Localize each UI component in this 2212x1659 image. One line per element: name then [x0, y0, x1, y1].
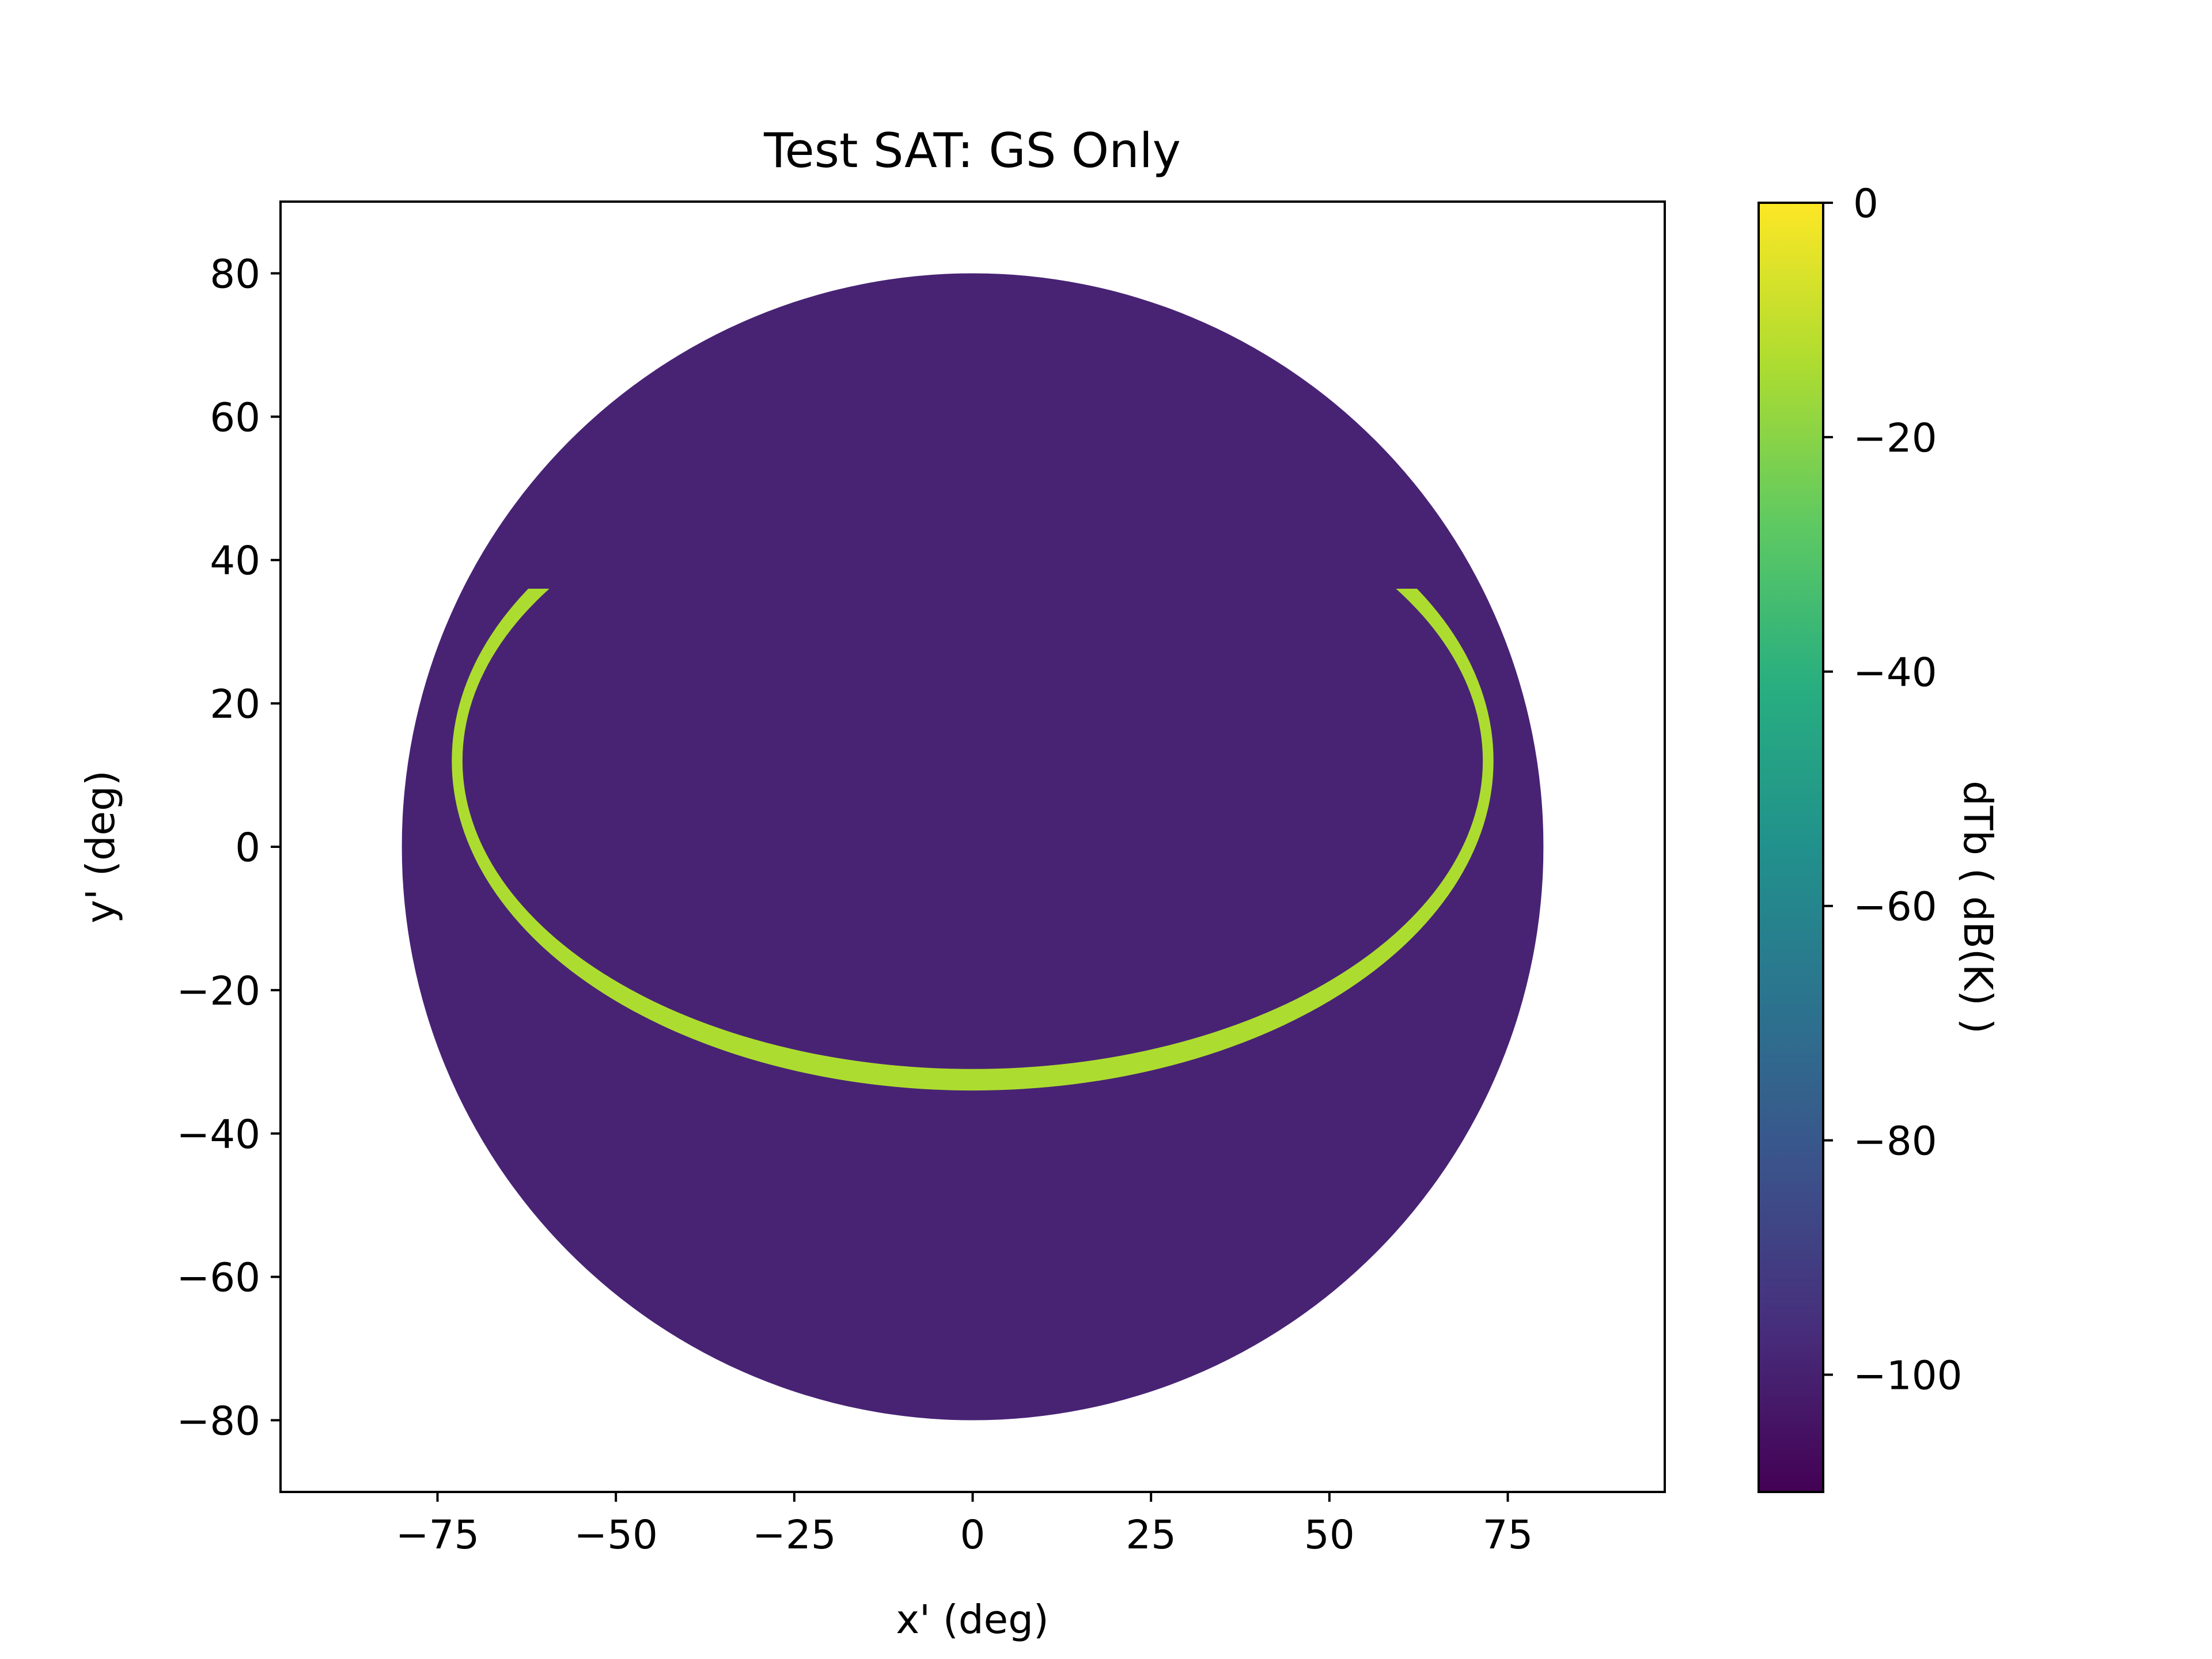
colorbar-frame: [1758, 202, 1824, 1493]
chart-title: Test SAT: GS Only: [763, 123, 1181, 179]
colorbar: 0 −20 −40 −60 −80 −100 dTb ( dB(K) ): [1758, 181, 2001, 1493]
y-tick-label: −60: [176, 1255, 260, 1301]
colorbar-tick-label: −40: [1853, 650, 1937, 696]
y-tick-label: 80: [210, 251, 260, 297]
disk-region: [402, 273, 1544, 1421]
colorbar-tick-label: −20: [1853, 415, 1937, 461]
y-axis: −80 −60 −40 −20 0 20 40 60 80: [176, 251, 281, 1445]
x-tick-label: 0: [960, 1512, 986, 1558]
y-tick-label: 0: [235, 825, 260, 871]
plot-area: [402, 273, 1544, 1421]
colorbar-tick-label: −80: [1853, 1119, 1937, 1165]
y-tick-label: −40: [176, 1112, 260, 1158]
x-tick-label: 50: [1304, 1512, 1355, 1558]
x-tick-label: 25: [1126, 1512, 1176, 1558]
colorbar-gradient: [1759, 203, 1823, 1492]
y-tick-label: −20: [176, 968, 260, 1014]
y-tick-label: 20: [210, 681, 260, 728]
y-tick-label: 60: [210, 395, 260, 441]
colorbar-ticks: 0 −20 −40 −60 −80 −100: [1823, 181, 1963, 1399]
y-tick-label: 40: [210, 538, 260, 584]
x-axis-label: x' (deg): [896, 1597, 1049, 1643]
colorbar-tick-label: −100: [1853, 1353, 1963, 1399]
colorbar-tick-label: −60: [1853, 884, 1937, 930]
x-tick-label: −25: [752, 1512, 836, 1558]
y-axis-label: y' (deg): [78, 770, 124, 923]
x-tick-label: −75: [396, 1512, 480, 1558]
x-tick-label: −50: [574, 1512, 658, 1558]
colorbar-tick-label: 0: [1853, 181, 1878, 227]
x-tick-label: 75: [1483, 1512, 1533, 1558]
colorbar-label: dTb ( dB(K) ): [1955, 781, 2001, 1034]
y-tick-label: −80: [176, 1399, 260, 1445]
x-axis: −75 −50 −25 0 25 50 75: [396, 1492, 1533, 1558]
